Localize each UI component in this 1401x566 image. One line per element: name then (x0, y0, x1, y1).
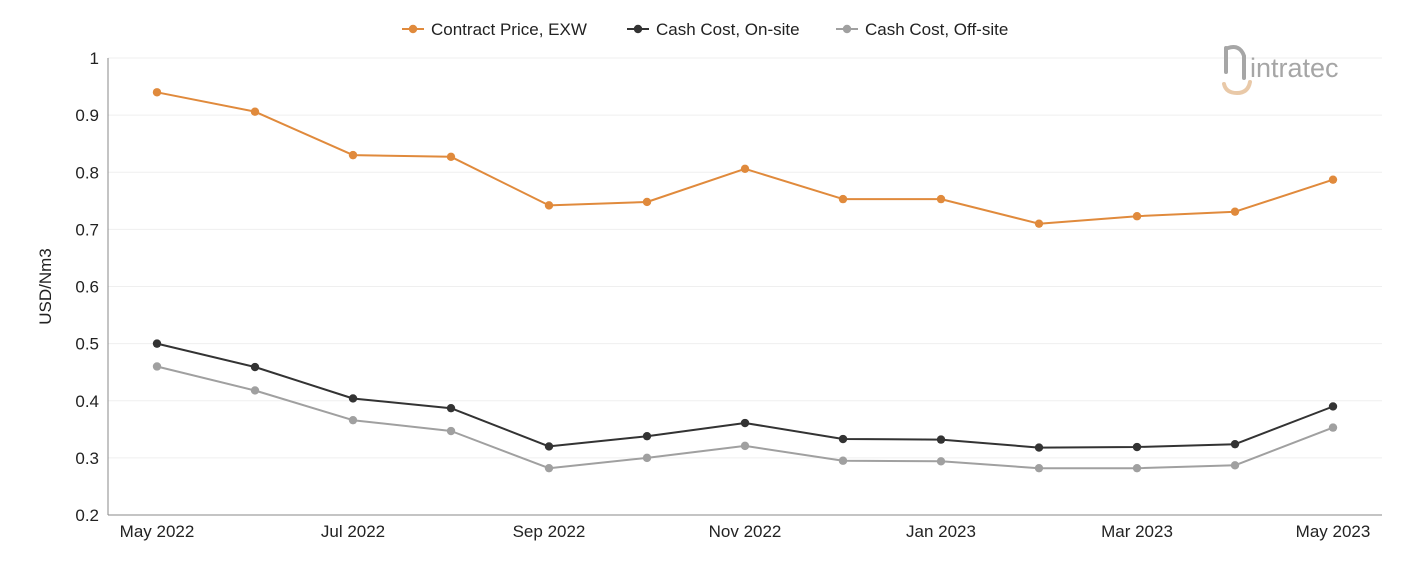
data-point (740, 164, 750, 174)
x-tick-label: Nov 2022 (709, 522, 782, 541)
data-point (1034, 219, 1044, 228)
y-tick-label: 0.7 (75, 220, 99, 239)
data-point (348, 394, 358, 403)
data-point (1132, 212, 1142, 221)
x-tick-label: May 2022 (120, 522, 195, 541)
x-tick-label: Jul 2022 (321, 522, 385, 541)
data-point (152, 88, 162, 97)
legend-item: Contract Price, EXW (402, 20, 587, 39)
legend-swatch-marker (408, 24, 418, 34)
legend-swatch-marker (842, 24, 852, 34)
y-axis-title: USD/Nm3 (36, 248, 55, 325)
grid-lines (108, 57, 1382, 459)
x-tick-label: May 2023 (1296, 522, 1371, 541)
data-point (740, 418, 750, 428)
series-1 (152, 88, 1338, 228)
data-point (250, 107, 260, 116)
data-point (642, 431, 652, 441)
series-line (156, 342, 1334, 449)
data-point (544, 463, 554, 473)
series-2 (152, 339, 1338, 452)
legend-label: Cash Cost, On-site (656, 20, 800, 39)
data-point (348, 415, 358, 425)
data-point (250, 362, 260, 372)
data-point (1328, 175, 1338, 184)
data-point (1034, 463, 1044, 473)
legend-item: Cash Cost, On-site (627, 20, 800, 39)
x-tick-label: Mar 2023 (1101, 522, 1173, 541)
data-point (250, 386, 260, 395)
intratec-logo: intratec (1222, 45, 1339, 96)
data-point (936, 457, 946, 466)
data-point (446, 152, 456, 162)
data-point (838, 456, 848, 465)
data-point (348, 150, 358, 160)
data-point (936, 194, 946, 204)
y-tick-label: 0.9 (75, 106, 99, 125)
data-point (936, 435, 946, 444)
y-tick-label: 0.6 (75, 278, 99, 297)
legend-label: Cash Cost, Off-site (865, 20, 1008, 39)
x-tick-label: Jan 2023 (906, 522, 976, 541)
data-point (1132, 463, 1142, 473)
y-tick-label: 0.8 (75, 163, 99, 182)
data-point (544, 442, 554, 451)
series-line (156, 365, 1334, 470)
legend-label: Contract Price, EXW (431, 20, 587, 39)
data-point (544, 201, 554, 210)
axes: 0.2 0.3 0.4 0.5 0.6 0.7 0.8 0.9 1 May 2022 Jul 202… (36, 49, 1382, 541)
x-tick-label: Sep 2022 (513, 522, 586, 541)
legend: Contract Price, EXW Cash Cost, On-site Cas… (402, 20, 1008, 39)
intratec-logo-mark (1222, 45, 1252, 96)
data-point (1034, 443, 1044, 452)
data-point (1132, 442, 1142, 452)
y-tick-label: 0.5 (75, 335, 99, 354)
legend-item: Cash Cost, Off-site (836, 20, 1008, 39)
y-tick-label: 0.2 (75, 506, 99, 525)
data-point (446, 426, 456, 436)
data-point (446, 403, 456, 413)
data-point (1230, 461, 1240, 470)
data-point (642, 197, 652, 207)
y-tick-label: 1 (90, 49, 99, 68)
y-tick-label: 0.3 (75, 449, 99, 468)
series-layer (152, 88, 1338, 473)
intratec-logo-text: intratec (1250, 53, 1339, 83)
series-line (156, 91, 1334, 225)
data-point (740, 441, 750, 451)
data-point (1328, 402, 1338, 411)
data-point (1230, 207, 1240, 216)
legend-swatch-marker (633, 24, 643, 34)
data-point (838, 194, 848, 204)
series-3 (152, 362, 1338, 473)
data-point (642, 453, 652, 463)
data-point (838, 434, 848, 444)
y-tick-label: 0.4 (75, 392, 99, 411)
data-point (1328, 423, 1338, 432)
data-point (152, 339, 162, 348)
data-point (1230, 439, 1240, 449)
data-point (152, 362, 162, 371)
